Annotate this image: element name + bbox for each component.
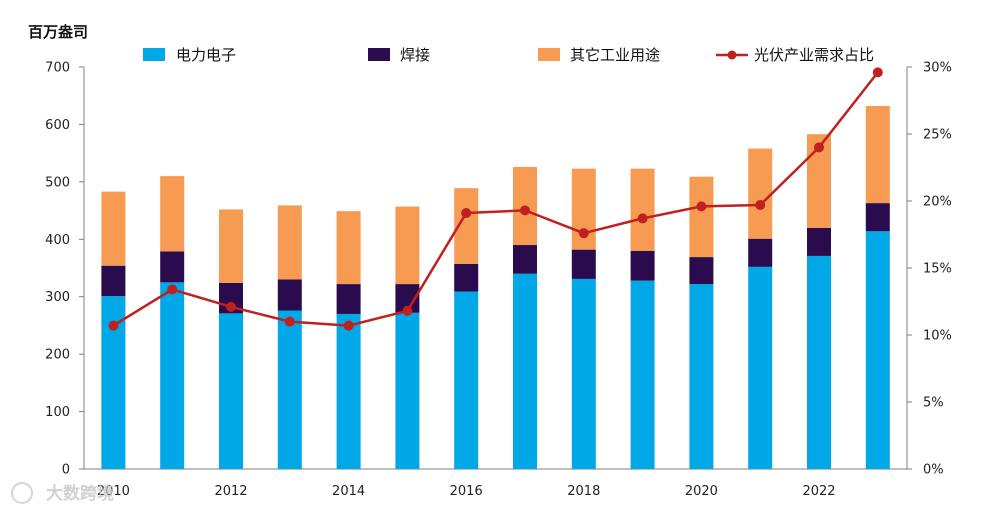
pv-share-line	[108, 67, 883, 331]
bar-other-industrial-2014	[336, 211, 361, 285]
bar-power-electronics-2021	[748, 266, 773, 469]
bar-welding-2021	[748, 238, 773, 267]
legend-label-pv-share: 光伏产业需求占比	[754, 46, 874, 64]
bar-power-electronics-2011	[160, 282, 185, 469]
bar-power-electronics-2020	[689, 284, 714, 469]
pv-share-point-2018	[578, 228, 589, 239]
left-axis-unit-label: 百万盎司	[28, 23, 88, 41]
bars	[101, 106, 890, 469]
pv-share-point-2016	[461, 208, 472, 219]
legend-label-other-industrial: 其它工业用途	[570, 46, 660, 64]
right-axis-tick-label: 25%	[923, 128, 952, 143]
pv-share-point-2012	[226, 301, 236, 312]
pv-share-polyline	[112, 71, 879, 327]
bar-power-electronics-2013	[277, 310, 302, 469]
bar-power-electronics-2023	[865, 231, 890, 469]
pv-share-point-2023	[872, 67, 883, 78]
left-axis-tick-label: 200	[45, 348, 70, 363]
legend-swatch-other-industrial	[538, 48, 560, 61]
bar-welding-2017	[513, 245, 537, 274]
pv-share-point-2022	[814, 142, 824, 153]
bar-other-industrial-2013	[277, 205, 302, 280]
x-axis-tick-label: 2020	[685, 484, 718, 499]
pv-share-point-2014	[343, 320, 354, 331]
pv-share-point-2021	[755, 200, 766, 211]
left-axis-tick-label: 600	[45, 118, 70, 133]
bar-welding-2018	[571, 249, 596, 279]
right-axis-tick-label: 15%	[923, 262, 952, 277]
left-axis-tick-label: 400	[45, 233, 70, 248]
left-axis-tick-label: 300	[45, 290, 70, 305]
right-axis-tick-label: 10%	[923, 329, 952, 344]
left-axis-tick-label: 100	[45, 405, 70, 420]
legend-label-power-electronics: 电力电子	[176, 46, 236, 64]
bar-other-industrial-2011	[160, 176, 185, 252]
watermark: 大数跨境	[11, 482, 114, 504]
x-axis-tick-label: 2012	[214, 484, 247, 499]
bar-power-electronics-2012	[219, 313, 243, 469]
bar-welding-2013	[277, 279, 302, 311]
right-axis-tick-label: 30%	[923, 61, 952, 76]
right-axis-tick-label: 5%	[923, 396, 944, 411]
bar-other-industrial-2021	[748, 148, 773, 239]
bar-other-industrial-2010	[101, 191, 126, 266]
pv-share-point-2015	[402, 305, 413, 316]
axes: 0 100 200 300 400 500 600 700 0% 5% 10% 15% 20% 25% 30…	[45, 61, 952, 500]
pv-share-point-2020	[696, 201, 707, 212]
x-axis-tick-label: 2010	[97, 484, 130, 499]
left-axis-tick-label: 500	[45, 175, 70, 190]
x-axis-tick-label: 2022	[802, 484, 835, 499]
left-axis-tick-label: 0	[62, 463, 70, 478]
bar-welding-2011	[160, 251, 185, 283]
bar-other-industrial-2023	[865, 106, 890, 204]
x-axis-tick-label: 2018	[567, 484, 600, 499]
pv-share-point-2013	[284, 316, 295, 327]
bar-power-electronics-2017	[513, 273, 537, 469]
bar-other-industrial-2019	[630, 168, 655, 251]
bar-power-electronics-2018	[571, 278, 596, 469]
x-axis-tick-label: 2016	[450, 484, 483, 499]
bar-power-electronics-2019	[630, 280, 655, 469]
legend-swatch-power-electronics	[143, 48, 165, 61]
watermark-logo-icon	[11, 482, 33, 504]
pv-share-point-2011	[167, 284, 178, 295]
pv-share-point-2010	[108, 320, 119, 331]
bar-welding-2019	[630, 250, 655, 281]
bar-other-industrial-2020	[689, 176, 714, 258]
bar-power-electronics-2022	[807, 255, 831, 469]
bar-welding-2016	[454, 263, 479, 292]
legend: 电力电子 焊接 其它工业用途 光伏产业需求占比	[143, 46, 874, 64]
watermark-text: 大数跨境	[46, 483, 114, 504]
bar-other-industrial-2015	[395, 206, 420, 285]
pv-share-point-2017	[520, 205, 530, 216]
bar-welding-2020	[689, 257, 714, 285]
legend-label-welding: 焊接	[400, 46, 430, 64]
bar-welding-2014	[336, 284, 361, 314]
bar-power-electronics-2015	[395, 312, 420, 469]
left-axis-tick-label: 700	[45, 61, 70, 76]
bar-power-electronics-2016	[454, 291, 479, 469]
legend-swatch-welding	[368, 48, 390, 61]
legend-marker-pv-share	[727, 50, 737, 60]
bar-power-electronics-2014	[336, 313, 361, 469]
bar-welding-2023	[865, 203, 890, 232]
bar-welding-2010	[101, 265, 126, 297]
right-axis-tick-label: 0%	[923, 463, 944, 478]
x-axis-tick-label: 2014	[332, 484, 365, 499]
pv-share-point-2019	[637, 213, 648, 224]
right-axis-tick-label: 20%	[923, 195, 952, 210]
bar-welding-2022	[807, 227, 831, 256]
bar-other-industrial-2012	[219, 209, 243, 283]
